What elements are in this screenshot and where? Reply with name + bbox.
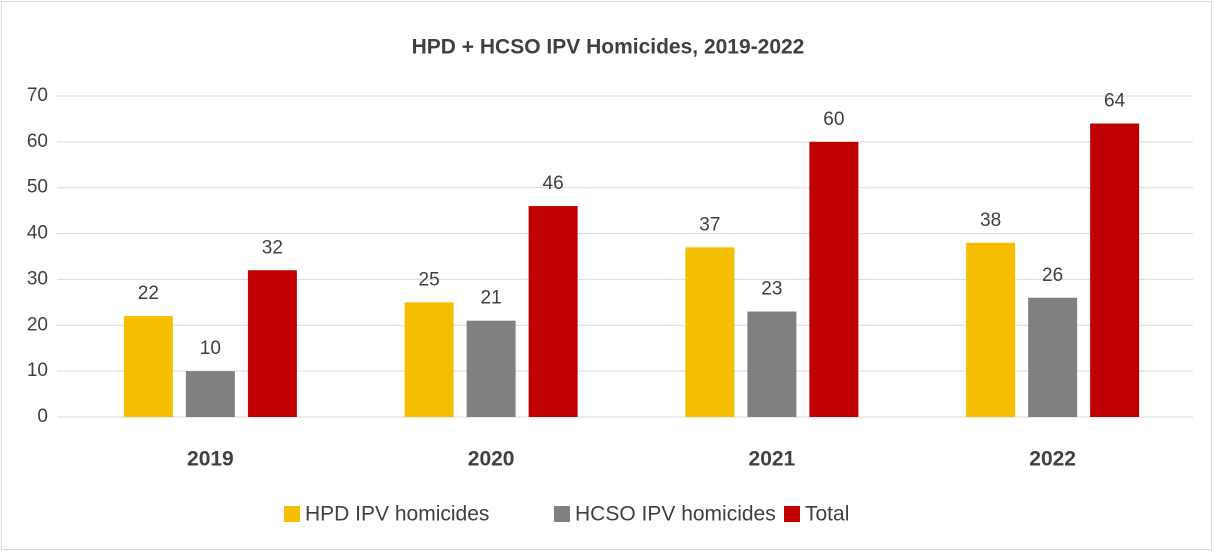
value-label: 22 <box>138 283 159 304</box>
value-label: 26 <box>1042 265 1063 286</box>
bar <box>1090 123 1140 417</box>
x-tick-label: 2021 <box>749 448 796 471</box>
legend-label: HPD IPV homicides <box>305 503 489 526</box>
value-label: 38 <box>980 210 1001 231</box>
bar <box>809 141 859 417</box>
value-label: 21 <box>481 288 502 309</box>
y-tick-label: 40 <box>27 223 48 244</box>
x-tick-label: 2020 <box>468 448 515 471</box>
legend-swatch <box>554 506 570 522</box>
y-tick-label: 60 <box>27 131 48 152</box>
chart-title: HPD + HCSO IPV Homicides, 2019-2022 <box>412 36 805 59</box>
y-tick-label: 20 <box>27 314 48 335</box>
value-label: 23 <box>761 279 782 300</box>
legend-swatch <box>784 506 800 522</box>
bar <box>185 371 235 417</box>
legend-swatch <box>284 506 300 522</box>
value-label: 25 <box>419 269 440 290</box>
bar <box>747 311 797 417</box>
bar <box>247 270 297 417</box>
value-label: 10 <box>200 338 221 359</box>
bar <box>528 206 578 417</box>
y-tick-label: 0 <box>37 406 48 427</box>
value-label: 37 <box>699 214 720 235</box>
value-label: 60 <box>823 109 844 130</box>
bar <box>1028 297 1078 417</box>
value-label: 32 <box>262 237 283 258</box>
value-label: 64 <box>1104 91 1126 112</box>
y-tick-label: 50 <box>27 177 48 198</box>
bar <box>404 302 454 417</box>
bar <box>966 242 1016 417</box>
bar <box>685 247 735 417</box>
x-tick-label: 2019 <box>187 448 234 471</box>
y-tick-label: 10 <box>27 360 48 381</box>
x-tick-label: 2022 <box>1029 448 1076 471</box>
legend-label: Total <box>805 503 849 526</box>
bar <box>466 320 516 417</box>
bar <box>123 316 173 417</box>
value-label: 46 <box>543 173 564 194</box>
y-tick-label: 70 <box>27 85 48 106</box>
y-tick-label: 30 <box>27 268 48 289</box>
legend-label: HCSO IPV homicides <box>575 503 776 526</box>
